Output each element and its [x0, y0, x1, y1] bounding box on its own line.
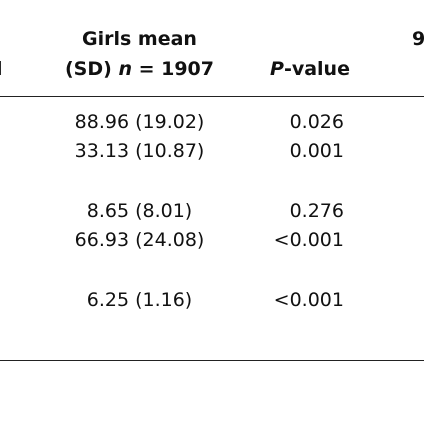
p-value-row-2: 0.001: [289, 140, 344, 162]
girls-header-n: n: [118, 58, 132, 80]
girls-value-row-1: 88.96 (19.02): [74, 111, 205, 133]
girls-mean-header-line2: (SD) n = 1907: [57, 58, 222, 80]
left-header-fragment: l: [0, 58, 3, 80]
header-rule: [0, 96, 424, 97]
girls-header-sd: (SD): [65, 58, 119, 80]
girls-value-row-4: 66.93 (24.08): [74, 229, 205, 251]
girls-mean-header-line1: Girls mean: [82, 28, 197, 50]
p-value-row-1: 0.026: [289, 111, 344, 133]
girls-value-row-2: 33.13 (10.87): [74, 140, 205, 162]
girls-value-row-3: 8.65 (8.01): [86, 200, 193, 222]
p-value-row-4: <0.001: [273, 229, 344, 251]
girls-value-row-5: 6.25 (1.16): [86, 289, 193, 311]
p-value-header: P-value: [255, 58, 365, 80]
bottom-rule: [0, 360, 424, 361]
p-value-row-3: 0.276: [289, 200, 344, 222]
p-header-suffix: -value: [283, 58, 350, 80]
right-header-fragment: 9: [412, 28, 424, 50]
p-header-var: P: [270, 58, 284, 80]
p-value-row-5: <0.001: [273, 289, 344, 311]
girls-header-count: = 1907: [131, 58, 214, 80]
